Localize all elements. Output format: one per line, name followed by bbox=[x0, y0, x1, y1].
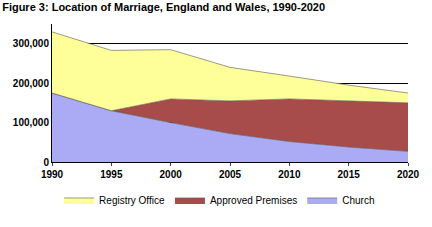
svg-text:Church: Church bbox=[342, 195, 374, 206]
svg-text:Registry Office: Registry Office bbox=[99, 195, 165, 206]
svg-text:2015: 2015 bbox=[338, 169, 361, 180]
svg-text:2010: 2010 bbox=[278, 169, 301, 180]
svg-text:2005: 2005 bbox=[219, 169, 242, 180]
svg-text:0: 0 bbox=[43, 157, 49, 168]
svg-text:100,000: 100,000 bbox=[13, 117, 50, 128]
svg-text:Approved Premises: Approved Premises bbox=[210, 195, 297, 206]
svg-text:1995: 1995 bbox=[100, 169, 123, 180]
svg-text:Figure 3: Location of Marriage: Figure 3: Location of Marriage, England … bbox=[2, 1, 325, 13]
svg-text:2000: 2000 bbox=[160, 169, 183, 180]
svg-text:2020: 2020 bbox=[397, 169, 420, 180]
svg-text:1990: 1990 bbox=[41, 169, 64, 180]
svg-text:200,000: 200,000 bbox=[13, 78, 50, 89]
svg-text:300,000: 300,000 bbox=[13, 38, 50, 49]
